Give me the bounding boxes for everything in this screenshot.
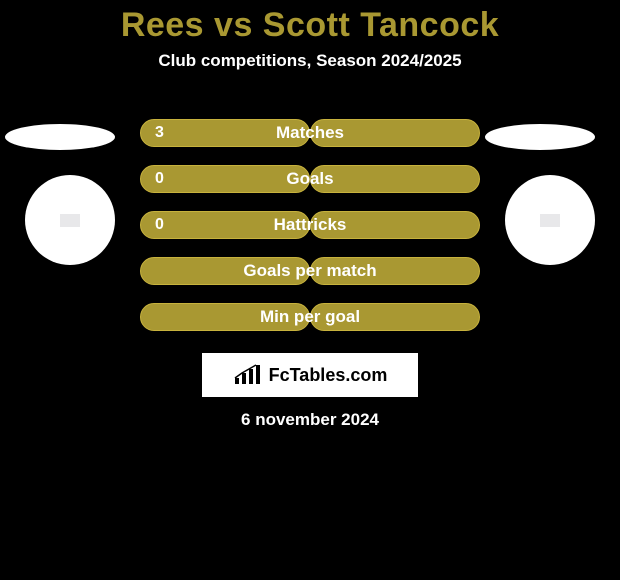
- stat-row: Goals per match: [0, 248, 620, 294]
- stats-chart: 3Matches0Goals0HattricksGoals per matchM…: [0, 110, 620, 340]
- brand-text: FcTables.com: [269, 365, 388, 386]
- stat-bar-right: [310, 165, 480, 193]
- stat-bar-left: 3: [140, 119, 310, 147]
- brand-bars-icon: [233, 364, 261, 386]
- date-caption: 6 november 2024: [0, 410, 620, 430]
- page-title: Rees vs Scott Tancock: [0, 0, 620, 45]
- stat-bar-right: [310, 119, 480, 147]
- stat-bar-right: [310, 303, 480, 331]
- stat-row: 0Goals: [0, 156, 620, 202]
- stat-bar-left: 0: [140, 165, 310, 193]
- stat-bar-right: [310, 211, 480, 239]
- stat-row: 0Hattricks: [0, 202, 620, 248]
- season-subtitle: Club competitions, Season 2024/2025: [0, 51, 620, 71]
- stat-row: Min per goal: [0, 294, 620, 340]
- stat-bar-left: 0: [140, 211, 310, 239]
- comparison-infographic: Rees vs Scott Tancock Club competitions,…: [0, 0, 620, 580]
- brand-badge: FcTables.com: [202, 353, 418, 397]
- stat-row: 3Matches: [0, 110, 620, 156]
- stat-bar-left: [140, 257, 310, 285]
- stat-bar-left: [140, 303, 310, 331]
- stat-bar-right: [310, 257, 480, 285]
